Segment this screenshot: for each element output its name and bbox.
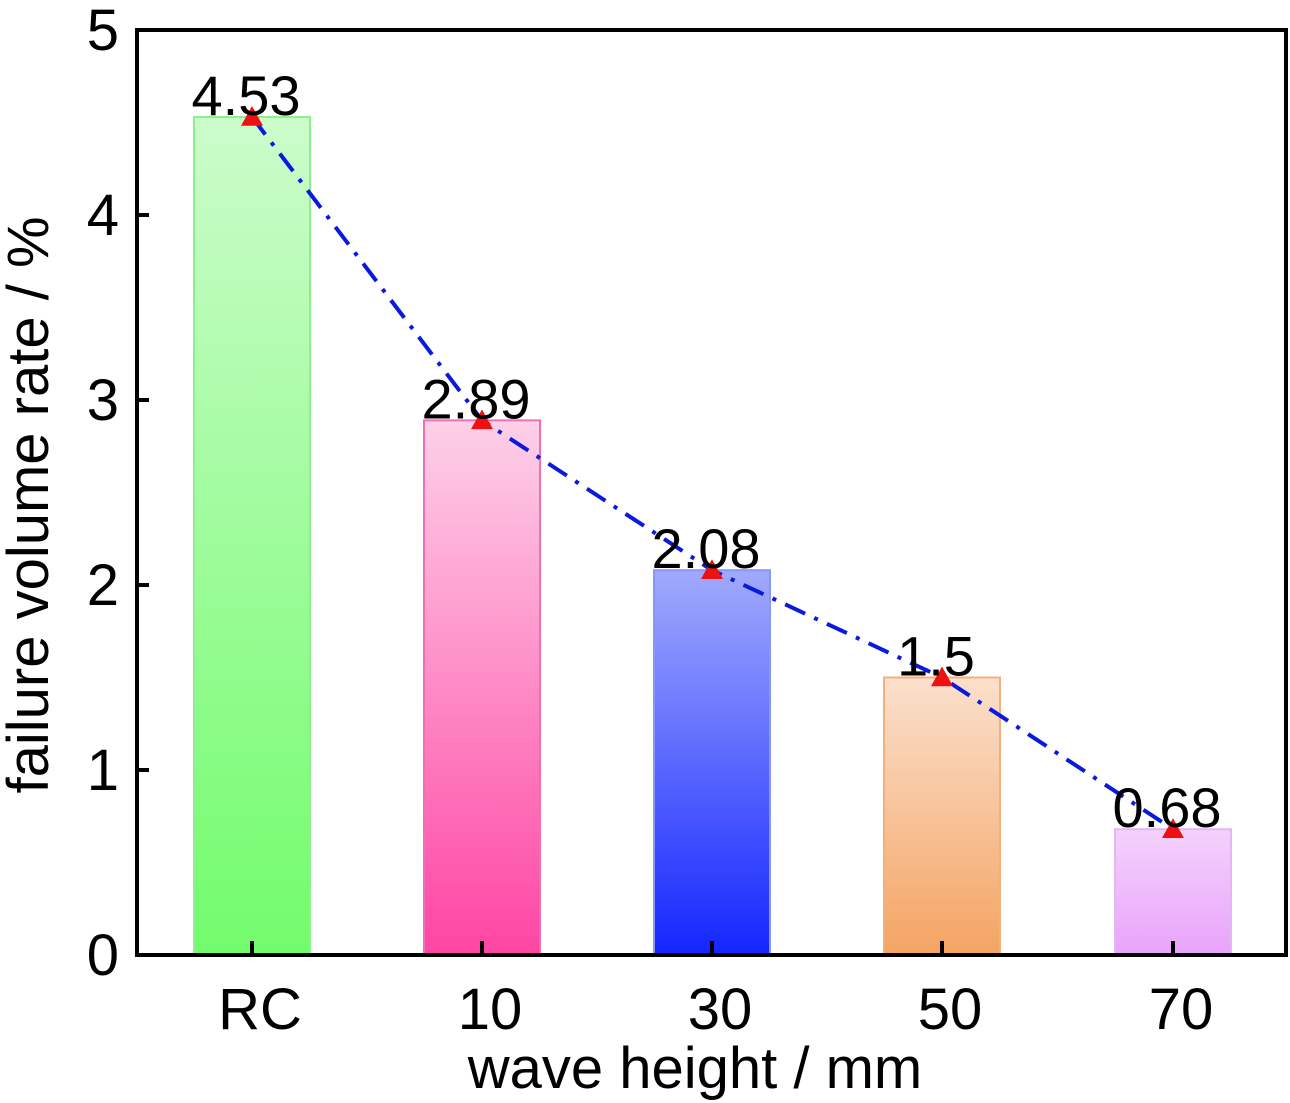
y-tick-label: 2 xyxy=(87,553,119,618)
x-tick-label: 10 xyxy=(458,977,523,1042)
bar-10 xyxy=(423,419,541,957)
x-axis-title: wave height / mm xyxy=(467,1036,923,1101)
triangle-marker xyxy=(701,559,723,579)
y-axis-title: failure volume rate / % xyxy=(0,216,61,793)
triangle-marker xyxy=(471,409,493,430)
trend-line-layer xyxy=(241,105,1184,838)
bar-rc xyxy=(193,115,311,956)
bar-70 xyxy=(1114,828,1232,957)
triangle-marker xyxy=(931,666,953,687)
data-label: 1.5 xyxy=(897,625,975,688)
triangle-marker xyxy=(1162,818,1184,838)
x-tick-label: 30 xyxy=(688,977,753,1042)
bar-50 xyxy=(883,676,1001,956)
y-axis: 0 1 2 3 4 5 xyxy=(87,0,149,988)
x-tick-label: 70 xyxy=(1149,977,1214,1042)
y-tick-label: 5 xyxy=(87,0,119,63)
data-labels-layer: 4.53 2.89 2.08 1.5 0.68 xyxy=(192,64,1222,839)
triangle-marker xyxy=(241,105,263,126)
x-tick-label: RC xyxy=(218,977,302,1042)
bar-30 xyxy=(653,569,771,956)
y-tick-label: 0 xyxy=(87,923,119,988)
data-label: 2.08 xyxy=(652,517,761,580)
y-tick-label: 4 xyxy=(87,183,119,248)
data-label: 2.89 xyxy=(422,367,531,430)
x-tick-label: 50 xyxy=(918,977,983,1042)
x-axis: RC 10 30 50 70 xyxy=(218,941,1213,1042)
y-tick-label: 1 xyxy=(87,738,119,803)
data-label: 4.53 xyxy=(192,64,301,127)
data-label: 0.68 xyxy=(1113,776,1222,839)
y-tick-label: 3 xyxy=(87,368,119,433)
